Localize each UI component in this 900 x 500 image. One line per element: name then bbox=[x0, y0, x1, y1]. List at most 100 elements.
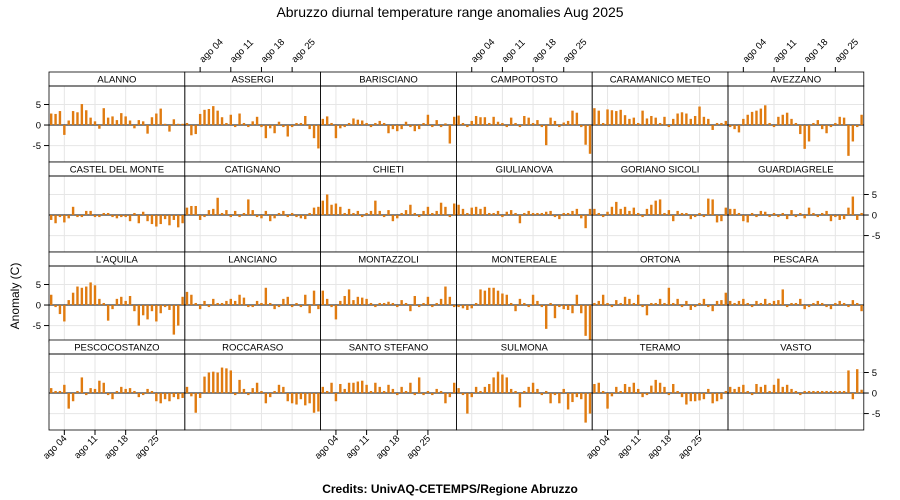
bar bbox=[321, 118, 324, 126]
bar bbox=[229, 298, 233, 306]
bar bbox=[816, 300, 820, 306]
bar bbox=[610, 110, 614, 126]
bar bbox=[860, 114, 863, 126]
bar bbox=[63, 125, 66, 135]
bar bbox=[431, 305, 434, 308]
bar bbox=[339, 383, 342, 394]
bar bbox=[185, 207, 189, 216]
bar bbox=[264, 287, 268, 306]
bar bbox=[584, 305, 587, 336]
bar bbox=[115, 215, 119, 219]
bar bbox=[102, 108, 105, 126]
bar bbox=[216, 197, 219, 216]
bar bbox=[759, 302, 763, 306]
bar bbox=[155, 305, 158, 322]
bar bbox=[133, 212, 136, 216]
bar bbox=[203, 376, 206, 394]
bar bbox=[575, 112, 579, 126]
bar bbox=[658, 122, 662, 126]
bar bbox=[282, 298, 285, 306]
bar bbox=[558, 305, 561, 308]
bar bbox=[80, 215, 84, 218]
bar bbox=[198, 393, 202, 398]
bar bbox=[707, 198, 710, 216]
bar bbox=[133, 125, 136, 129]
bar bbox=[505, 211, 508, 216]
bar bbox=[601, 294, 605, 306]
x-tick-label: ago 04 bbox=[313, 433, 341, 461]
bar bbox=[693, 393, 697, 402]
panel-title: ROCCARASO bbox=[222, 343, 283, 354]
bar bbox=[260, 302, 263, 306]
bar bbox=[444, 206, 447, 216]
bar bbox=[496, 121, 500, 126]
panel-frame bbox=[727, 353, 865, 431]
bar bbox=[820, 212, 824, 216]
y-tick-label: -5 bbox=[872, 231, 880, 242]
bar bbox=[842, 302, 846, 306]
bar bbox=[693, 215, 697, 218]
bar bbox=[544, 305, 548, 329]
bar bbox=[698, 106, 701, 126]
bar bbox=[304, 393, 307, 406]
bar bbox=[356, 296, 360, 306]
bar bbox=[676, 298, 679, 306]
bar bbox=[325, 298, 329, 306]
x-tick-label: ago 04 bbox=[197, 37, 225, 65]
bar bbox=[479, 289, 482, 306]
bar bbox=[264, 393, 268, 404]
bar bbox=[619, 302, 622, 306]
bar bbox=[312, 393, 316, 413]
bar bbox=[527, 386, 530, 394]
bar bbox=[330, 122, 333, 126]
bar bbox=[470, 305, 473, 309]
bar bbox=[518, 393, 522, 408]
bar bbox=[781, 212, 784, 216]
bar bbox=[680, 305, 684, 308]
bar bbox=[772, 125, 776, 128]
bar bbox=[501, 374, 504, 394]
bar bbox=[803, 390, 806, 394]
bar bbox=[255, 116, 259, 126]
bar bbox=[838, 215, 841, 220]
bar bbox=[339, 300, 342, 306]
bar bbox=[417, 377, 421, 394]
bar bbox=[159, 108, 162, 126]
bar bbox=[733, 208, 736, 216]
bar bbox=[80, 104, 84, 126]
bar bbox=[277, 384, 281, 394]
bar bbox=[772, 384, 776, 394]
bar bbox=[352, 212, 355, 216]
bar bbox=[229, 215, 233, 218]
bar bbox=[387, 210, 390, 216]
bar bbox=[308, 212, 311, 216]
bar bbox=[181, 123, 184, 126]
bar bbox=[807, 125, 811, 142]
bar bbox=[63, 305, 66, 322]
bar bbox=[448, 296, 452, 306]
panel-title: MONTAZZOLI bbox=[358, 255, 419, 266]
bar bbox=[742, 298, 745, 306]
bar bbox=[772, 300, 776, 306]
bar bbox=[707, 118, 710, 126]
bar bbox=[282, 386, 285, 394]
bar bbox=[549, 393, 552, 404]
y-tick-label: 0 bbox=[36, 301, 41, 312]
bar bbox=[347, 122, 351, 126]
bar bbox=[251, 121, 254, 126]
bar bbox=[785, 215, 789, 220]
bar bbox=[106, 212, 110, 216]
bar bbox=[422, 302, 425, 306]
bar bbox=[790, 210, 793, 216]
bar bbox=[483, 206, 487, 216]
bar bbox=[128, 215, 132, 222]
bar bbox=[233, 300, 237, 306]
bar bbox=[707, 388, 710, 394]
bar bbox=[137, 305, 141, 326]
bar bbox=[812, 302, 815, 306]
bar bbox=[488, 287, 491, 306]
bar bbox=[431, 125, 434, 128]
bar bbox=[439, 298, 443, 306]
bar bbox=[689, 118, 692, 126]
